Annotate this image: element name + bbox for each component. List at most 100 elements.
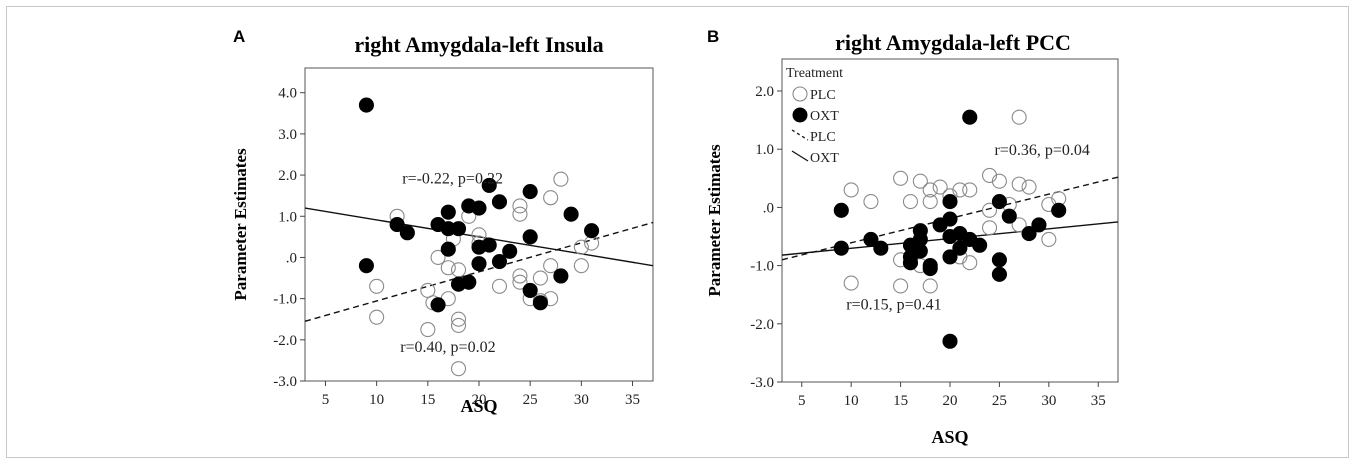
y-tick-label: 3.0	[278, 127, 297, 143]
data-point-open	[922, 278, 938, 294]
data-point-filled	[389, 216, 405, 233]
data-point-open	[532, 270, 548, 286]
annotation: r=0.15, p=0.41	[846, 296, 941, 313]
data-point-open	[430, 249, 446, 265]
data-point-filled	[584, 223, 600, 239]
data-point-open	[981, 220, 998, 236]
data-point-open	[1021, 179, 1037, 195]
data-point-filled	[399, 225, 415, 241]
data-point-filled	[491, 254, 508, 270]
y-tick-label: -2.0	[273, 333, 297, 349]
y-tick-label: 1.0	[278, 209, 297, 225]
data-point-open	[893, 278, 909, 294]
x-tick-label: 10	[369, 392, 384, 408]
y-tick-label: -2.0	[750, 317, 774, 333]
y-tick-label: 4.0	[278, 86, 297, 102]
data-point-filled	[952, 240, 968, 256]
x-tick-label: 5	[798, 393, 806, 409]
data-point-filled	[942, 333, 958, 349]
y-tick-label: .0	[286, 250, 297, 266]
legend-symbol-dashed	[791, 129, 809, 141]
data-point-open	[922, 194, 938, 210]
data-point-filled	[942, 249, 958, 265]
data-point-filled	[522, 184, 538, 200]
series-oxt	[358, 97, 600, 313]
y-tick-label: 2.0	[755, 84, 774, 100]
data-point-filled	[833, 240, 849, 256]
data-point-open	[843, 182, 859, 198]
data-point-open	[543, 258, 559, 274]
x-tick-label: 30	[574, 392, 589, 408]
data-point-filled	[1001, 208, 1017, 224]
data-point-open	[450, 361, 467, 377]
annotation: r=0.40, p=0.02	[400, 339, 495, 356]
data-point-filled	[358, 97, 374, 113]
legend-symbol-open	[792, 86, 808, 102]
panel-label: A	[233, 27, 245, 46]
data-point-filled	[481, 177, 497, 193]
legend: Treatment PLC OXT PLC OXT	[786, 66, 843, 166]
data-point-filled	[358, 258, 374, 274]
data-point-filled	[1021, 226, 1037, 242]
data-point-filled	[922, 260, 938, 277]
data-point-filled	[532, 295, 548, 311]
data-point-filled	[522, 282, 538, 298]
data-point-filled	[912, 231, 928, 247]
series-oxt	[833, 109, 1067, 349]
data-point-open	[1011, 176, 1027, 192]
data-point-filled	[833, 202, 849, 218]
y-tick-label: -1.0	[750, 259, 774, 275]
series-plc	[843, 109, 1067, 294]
x-tick-label: 15	[893, 393, 908, 409]
x-axis-label: ASQ	[931, 427, 968, 447]
y-tick-label: -3.0	[273, 374, 297, 390]
data-point-open	[902, 194, 919, 210]
legend-label: OXT	[810, 109, 839, 124]
data-point-filled	[450, 221, 467, 237]
figure-frame	[6, 6, 1349, 458]
x-tick-label: 15	[420, 392, 435, 408]
legend-symbol-solid	[791, 150, 809, 162]
x-tick-label: 5	[322, 392, 330, 408]
data-point-open	[843, 275, 859, 291]
x-tick-label: 10	[844, 393, 859, 409]
y-axis-label: Parameter Estimates	[705, 144, 724, 297]
legend-symbol-filled	[792, 107, 808, 123]
plot-area	[304, 67, 654, 382]
data-point-filled	[553, 268, 569, 284]
data-point-filled	[863, 231, 879, 247]
data-point-open	[962, 255, 978, 271]
fit-lines	[305, 207, 653, 322]
legend-label: OXT	[810, 151, 839, 166]
data-point-filled	[430, 297, 446, 313]
data-point-filled	[991, 252, 1007, 268]
data-point-filled	[1051, 202, 1067, 218]
data-point-filled	[502, 243, 518, 259]
y-tick-label: -3.0	[750, 375, 774, 391]
data-point-open	[512, 198, 528, 214]
data-point-filled	[471, 200, 487, 216]
data-point-open	[512, 274, 528, 290]
x-tick-label: 35	[625, 392, 640, 408]
x-tick-label: 35	[1091, 393, 1106, 409]
chart-title: right Amygdala-left Insula	[354, 32, 603, 57]
panel-label: B	[707, 27, 719, 46]
data-point-filled	[873, 240, 889, 256]
data-point-open	[512, 206, 528, 222]
data-point-open	[450, 262, 467, 278]
chart-title: right Amygdala-left PCC	[835, 30, 1071, 55]
x-tick-label: 20	[943, 393, 958, 409]
fit-line-oxt	[305, 207, 653, 267]
data-point-open	[991, 173, 1007, 189]
legend-title: Treatment	[786, 66, 843, 81]
data-point-filled	[522, 229, 538, 245]
x-tick-label: 20	[472, 392, 487, 408]
data-point-filled	[481, 237, 497, 253]
data-point-open	[491, 278, 508, 294]
x-tick-label: 25	[523, 392, 538, 408]
data-point-open	[1011, 109, 1027, 125]
data-point-open	[981, 202, 998, 218]
data-point-filled	[491, 194, 508, 210]
